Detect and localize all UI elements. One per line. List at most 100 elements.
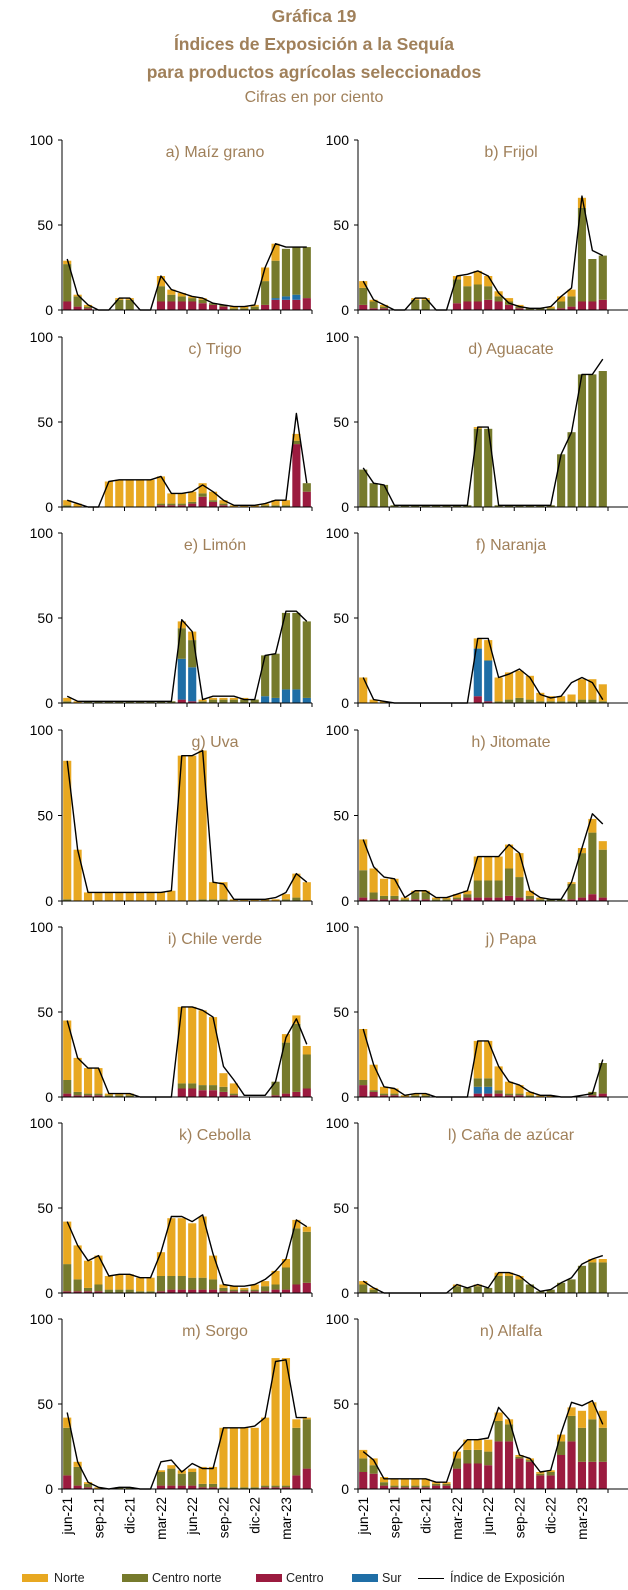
bar-norte (219, 1284, 228, 1288)
panel-plot (63, 1214, 311, 1293)
bar-centro (302, 1468, 311, 1489)
bar-centro-norte (567, 432, 576, 507)
bar-norte (261, 267, 270, 282)
y-tick-label: 0 (45, 695, 53, 711)
bar-norte (577, 679, 587, 700)
bar-norte (369, 299, 378, 302)
bar-centro-norte (379, 1093, 389, 1096)
bar-norte (229, 505, 238, 507)
bar-centro-norte (515, 1093, 524, 1096)
bar-norte (208, 882, 218, 900)
y-tick-label: 0 (341, 695, 349, 711)
bar-norte (271, 243, 280, 261)
bar-centro-norte (577, 208, 587, 302)
bar-norte (115, 1093, 124, 1096)
bar-norte (136, 892, 145, 901)
bar-centro (177, 301, 186, 310)
bar-norte (73, 849, 82, 901)
bar-centro-norte (250, 1487, 259, 1489)
bar-centro-norte (63, 701, 72, 703)
y-tick-label: 100 (326, 1311, 350, 1327)
bar-centro-norte (261, 1286, 270, 1292)
bar-centro (359, 304, 368, 310)
bar-centro (473, 1093, 482, 1097)
bar-centro (525, 899, 534, 901)
bar-centro-norte (125, 1487, 134, 1489)
bar-centro (484, 1465, 493, 1489)
bar-centro (292, 1284, 301, 1293)
bar-centro-norte (442, 899, 451, 901)
bar-norte (208, 1466, 218, 1484)
bar-centro-norte (525, 1284, 534, 1293)
bar-centro (261, 304, 270, 310)
x-tick-label: jun-21 (60, 1497, 75, 1536)
bar-centro (567, 899, 576, 901)
bar-centro (271, 1095, 280, 1097)
panel-title: h) Jitomate (471, 734, 550, 751)
y-tick-label: 50 (37, 217, 53, 233)
bar-norte (146, 479, 155, 507)
bar-centro (177, 1485, 186, 1489)
bar-centro-norte (588, 699, 597, 703)
bar-norte (515, 1455, 524, 1457)
bar-norte (598, 841, 607, 850)
y-tick-label: 50 (37, 610, 53, 626)
bar-norte (494, 1272, 503, 1276)
bar-norte (281, 1259, 291, 1268)
bar-centro (302, 491, 311, 507)
bar-centro-norte (598, 1427, 607, 1462)
bar-centro-norte (504, 1424, 514, 1442)
bar-centro (473, 696, 482, 703)
panel-3: 0 50 100 c) Trigo (30, 329, 313, 515)
bar-norte (379, 701, 389, 703)
y-tick-label: 0 (341, 1285, 349, 1301)
y-tick-label: 0 (341, 893, 349, 909)
bar-centro-norte (281, 1042, 291, 1094)
bar-centro-norte (588, 1262, 597, 1293)
bar-centro (359, 1085, 368, 1097)
legend-line-indice (418, 1578, 444, 1579)
bar-centro (588, 894, 597, 901)
bar-centro-norte (504, 1093, 514, 1096)
bar-norte (219, 697, 228, 700)
bar-centro (390, 1487, 399, 1489)
bar-centro-norte (73, 1091, 82, 1096)
bar-centro-norte (115, 299, 124, 310)
y-tick-label: 0 (341, 1089, 349, 1105)
bar-norte (473, 270, 482, 285)
y-tick-label: 100 (326, 525, 350, 541)
legend-swatch-norte (22, 1574, 48, 1582)
bar-centro-norte (271, 260, 280, 299)
bar-centro-norte (557, 899, 566, 901)
bar-centro-norte (167, 1276, 176, 1290)
bar-sur (292, 689, 301, 703)
bar-norte (432, 897, 441, 900)
bar-centro (198, 1289, 207, 1293)
y-tick-label: 0 (341, 302, 349, 318)
bar-norte (94, 1487, 103, 1489)
bar-centro (515, 897, 524, 901)
bar-norte (188, 1223, 197, 1278)
legend: Norte Centro norte Centro Sur Índice de … (0, 1568, 628, 1588)
bar-norte (525, 1091, 534, 1096)
bar-norte (484, 856, 493, 881)
bar-norte (515, 304, 524, 307)
legend-label-centro-norte: Centro norte (152, 1571, 222, 1585)
bar-centro-norte (567, 883, 576, 900)
bar-norte (281, 500, 291, 506)
bar-norte (494, 856, 503, 881)
bar-centro-norte (63, 1264, 72, 1292)
bar-norte (261, 503, 270, 506)
index-line (66, 610, 308, 702)
bar-centro (83, 1487, 93, 1489)
bar-centro (219, 1291, 228, 1293)
bar-norte (156, 1252, 166, 1276)
bar-norte (452, 1451, 462, 1459)
bar-norte (271, 1358, 280, 1486)
bar-norte (400, 897, 409, 900)
bar-norte (156, 1470, 166, 1472)
bar-centro-norte (302, 1231, 311, 1283)
bar-centro (219, 306, 228, 310)
bar-centro (504, 304, 514, 310)
x-tick-label: sep-22 (513, 1497, 528, 1538)
